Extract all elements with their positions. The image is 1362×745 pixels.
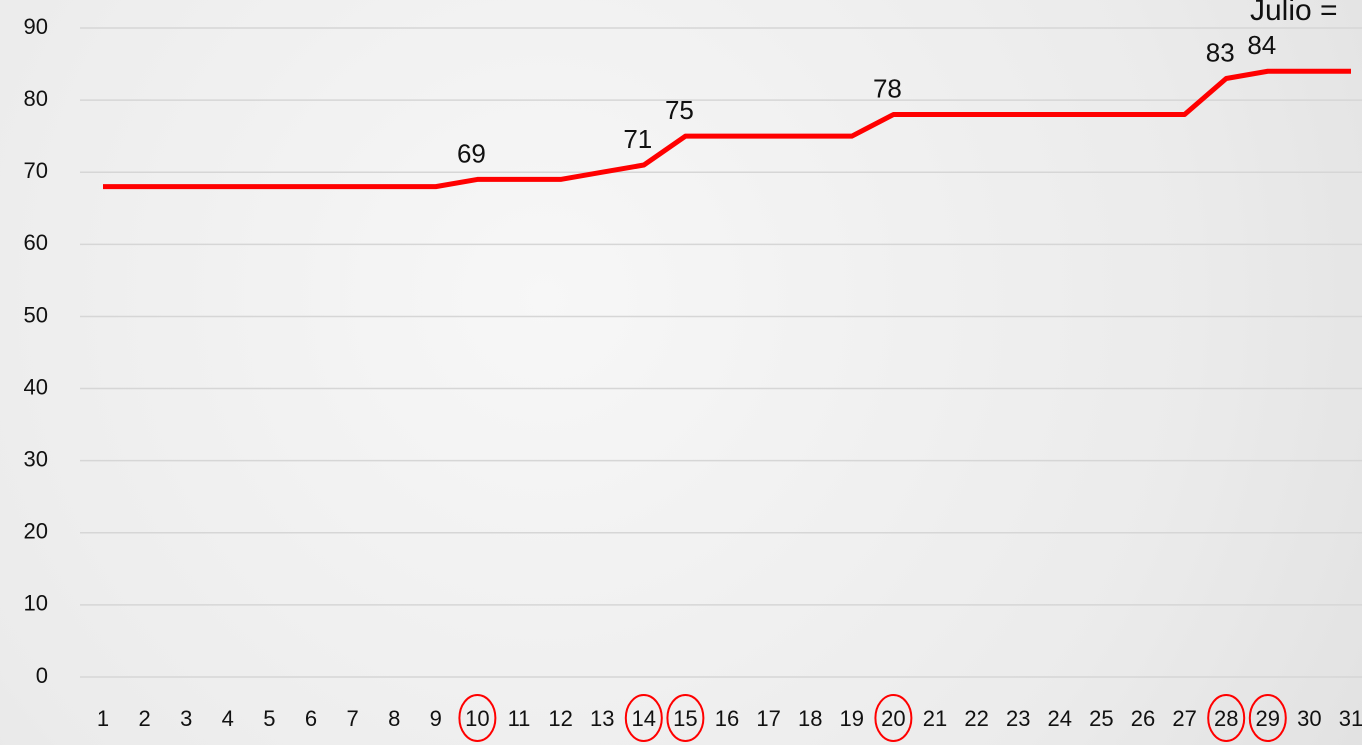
x-tick-label: 12 <box>548 706 572 731</box>
y-tick-label: 70 <box>24 158 48 183</box>
annotation: Julio = <box>1250 0 1338 27</box>
x-tick-label: 1 <box>97 706 109 731</box>
x-tick-label: 20 <box>881 706 905 731</box>
highlight-circle <box>666 694 705 742</box>
y-tick-label: 60 <box>24 230 48 255</box>
highlight-circle <box>1207 694 1246 742</box>
x-tick-label: 23 <box>1006 706 1030 731</box>
x-tick-label: 28 <box>1214 706 1238 731</box>
x-tick-label: 17 <box>756 706 780 731</box>
x-tick-label: 21 <box>923 706 947 731</box>
y-tick-label: 10 <box>24 591 48 616</box>
x-tick-label: 15 <box>673 706 697 731</box>
y-tick-label: 30 <box>24 446 48 471</box>
x-tick-label: 19 <box>840 706 864 731</box>
x-tick-label: 29 <box>1256 706 1280 731</box>
x-tick-label: 14 <box>632 706 656 731</box>
highlight-circle <box>1248 694 1287 742</box>
x-tick-label: 22 <box>964 706 988 731</box>
x-tick-label: 30 <box>1297 706 1321 731</box>
x-tick-label: 13 <box>590 706 614 731</box>
line-series <box>103 68 1351 190</box>
data-label: 75 <box>665 95 694 125</box>
x-tick-label: 3 <box>180 706 192 731</box>
highlight-circle <box>874 694 913 742</box>
x-tick-label: 2 <box>138 706 150 731</box>
x-tick-label: 7 <box>346 706 358 731</box>
data-label: 78 <box>873 73 902 103</box>
x-tick-label: 8 <box>388 706 400 731</box>
y-tick-label: 90 <box>24 14 48 39</box>
y-tick-label: 50 <box>24 302 48 327</box>
y-tick-label: 0 <box>36 663 48 688</box>
highlight-circle <box>458 694 497 742</box>
x-tick-label: 31 <box>1339 706 1362 731</box>
x-tick-label: 10 <box>465 706 489 731</box>
x-tick-label: 26 <box>1131 706 1155 731</box>
highlight-circle <box>624 694 663 742</box>
x-tick-label: 16 <box>715 706 739 731</box>
x-tick-label: 25 <box>1089 706 1113 731</box>
x-tick-label: 24 <box>1048 706 1072 731</box>
x-tick-label: 18 <box>798 706 822 731</box>
y-tick-label: 40 <box>24 374 48 399</box>
data-label: 83 <box>1206 37 1235 67</box>
x-tick-label: 9 <box>430 706 442 731</box>
data-label: 69 <box>457 138 486 168</box>
x-tick-label: 27 <box>1172 706 1196 731</box>
x-tick-label: 6 <box>305 706 317 731</box>
data-label: 71 <box>623 124 652 154</box>
x-tick-label: 5 <box>263 706 275 731</box>
x-tick-label: 4 <box>222 706 234 731</box>
y-tick-label: 80 <box>24 86 48 111</box>
data-label: 84 <box>1247 30 1276 60</box>
x-tick-label: 11 <box>508 706 531 731</box>
y-tick-label: 20 <box>24 519 48 544</box>
